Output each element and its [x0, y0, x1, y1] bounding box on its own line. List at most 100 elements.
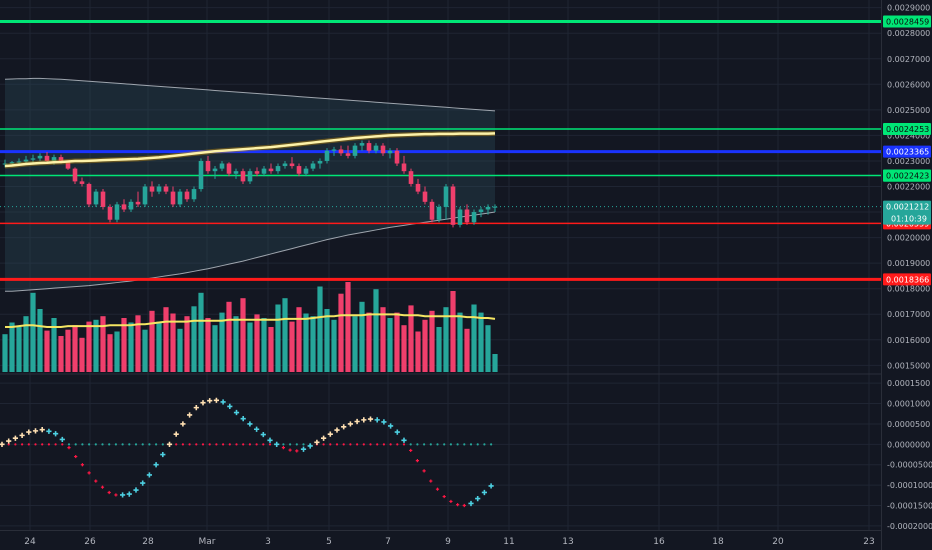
volume-bar	[58, 336, 64, 372]
zero-line-dot	[34, 443, 37, 446]
zero-line-dot	[188, 443, 191, 446]
oscillator-point	[120, 492, 126, 498]
time-axis[interactable]: 24 26 28 Mar 3 5 7 9 11 13 16 18 20 23	[24, 537, 874, 547]
candle-body	[65, 162, 71, 169]
oscillator-point	[74, 454, 78, 459]
price-tick-label: 0.0016000	[887, 336, 930, 345]
volume-bar	[100, 316, 106, 372]
oscillator-point	[173, 431, 179, 437]
candle-body	[457, 209, 463, 225]
zero-line-dot	[429, 443, 432, 446]
oscillator-point	[53, 431, 59, 437]
zero-line-dot	[134, 443, 138, 446]
candle-body	[30, 158, 36, 160]
candle-body	[366, 143, 372, 151]
candle-body	[191, 189, 197, 200]
volume-bar	[324, 309, 330, 372]
price-tick-label: 0.0028000	[887, 29, 930, 38]
osc-tick-label: -0.0000500	[887, 461, 932, 470]
volume-bar	[450, 291, 456, 372]
band-upper-line	[4, 77, 496, 112]
candle-body	[324, 150, 330, 161]
level-price-label: 0.0023365	[886, 148, 929, 157]
zero-line-dot	[222, 443, 225, 446]
candle-body	[79, 181, 85, 184]
oscillator-point	[87, 471, 91, 475]
volume-bar	[331, 319, 337, 372]
zero-line-dot	[215, 443, 218, 446]
zero-line-dot	[268, 443, 272, 446]
volume-bar	[114, 331, 120, 372]
time-tick-label: 18	[712, 537, 724, 547]
candle-body	[436, 206, 442, 220]
price-tick-label: 0.0029000	[887, 4, 930, 13]
volume-bar	[16, 327, 22, 372]
zero-line-dot	[101, 443, 104, 446]
oscillator-point	[334, 427, 340, 433]
price-tick-label: 0.0020000	[887, 234, 930, 243]
price-tick-label: 0.0022000	[887, 183, 930, 192]
oscillator-point	[26, 429, 32, 435]
oscillator-point	[114, 493, 118, 497]
candle-body	[72, 168, 78, 182]
oscillator-point	[475, 495, 481, 502]
volume-bar	[261, 318, 267, 372]
volume-bar	[219, 312, 225, 372]
candle-body	[23, 159, 29, 162]
candle-body	[485, 206, 491, 210]
time-tick-label: 24	[24, 537, 36, 547]
osc-tick-label: -0.0001500	[887, 502, 932, 511]
volume-bar	[149, 310, 155, 372]
price-tick-label: 0.0026000	[887, 80, 930, 89]
zero-line-dot	[349, 443, 352, 446]
zero-line-dot	[114, 443, 117, 446]
volume-bar	[86, 321, 92, 372]
volume-bar	[9, 322, 15, 372]
candle-body	[359, 143, 365, 146]
zero-line-dot	[27, 443, 30, 446]
time-tick-label: 20	[772, 537, 784, 547]
candle-body	[2, 163, 8, 165]
oscillator-point	[0, 441, 5, 447]
zero-line-dot	[423, 443, 426, 446]
zero-line-dot	[108, 443, 111, 446]
oscillator-point	[140, 480, 146, 486]
volume-bar	[317, 286, 323, 372]
time-tick-label: 16	[653, 537, 665, 547]
zero-line-dot	[228, 443, 231, 446]
zero-line-dot	[175, 443, 178, 446]
osc-tick-label: 0.0000500	[887, 420, 930, 429]
volume-bar	[429, 310, 435, 372]
time-tick-label: 13	[562, 537, 573, 547]
zero-line-dot	[81, 443, 84, 446]
volume-bar	[142, 329, 148, 372]
oscillator-point	[166, 441, 173, 447]
candle-body	[282, 163, 288, 167]
oscillator-point	[19, 432, 25, 438]
candle-body	[184, 191, 190, 200]
candle-body	[240, 171, 246, 182]
volume-bar	[366, 312, 372, 372]
candle-body	[86, 183, 92, 205]
oscillator-point	[193, 405, 199, 411]
zero-line-dot	[67, 443, 71, 446]
zero-line-dot	[282, 443, 285, 446]
zero-line-dot	[248, 443, 251, 446]
volume-bar	[296, 307, 302, 372]
candle-body	[380, 145, 386, 154]
price-tick-label: 0.0027000	[887, 55, 930, 64]
candle-body	[408, 171, 414, 184]
volume-bar	[233, 316, 239, 372]
zero-line-dot	[335, 443, 339, 446]
horizontal-levels[interactable]	[0, 19, 881, 281]
oscillator-point	[307, 443, 313, 449]
oscillator-point	[233, 409, 240, 416]
zero-line-dot	[94, 443, 97, 446]
volume-bar	[478, 312, 484, 372]
oscillator-point	[300, 446, 307, 452]
zero-line-dot	[208, 443, 211, 446]
volume-bar	[471, 304, 477, 372]
candle-body	[261, 168, 267, 174]
oscillator-point	[327, 431, 333, 437]
